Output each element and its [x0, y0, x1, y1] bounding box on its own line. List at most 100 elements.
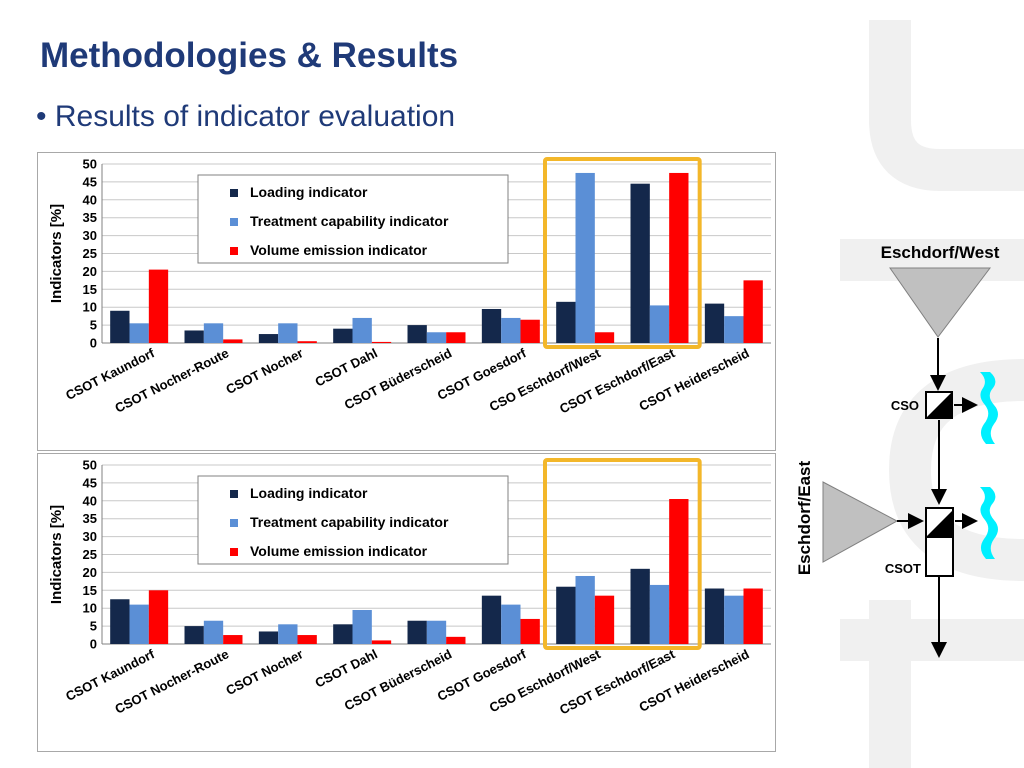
top-chart-bar: [501, 317, 521, 343]
bottom-chart-ytick-label: 25: [83, 547, 97, 562]
bottom-chart-ytick-label: 0: [90, 637, 97, 652]
cso-river-icon: [980, 372, 998, 444]
top-chart-bar: [223, 339, 243, 343]
top-chart-legend: [197, 174, 509, 264]
top-chart-bar: [129, 323, 149, 343]
top-chart-bar: [649, 305, 670, 343]
top-chart-bar: [297, 341, 317, 343]
bottom-chart-bar: [223, 635, 243, 644]
bottom-chart-bar: [556, 586, 576, 644]
top-chart-bar: [371, 341, 392, 343]
bottom-chart-bar: [575, 575, 595, 644]
bottom-chart-bar: [426, 620, 447, 644]
top-chart-ytick-label: 25: [83, 246, 97, 261]
bottom-chart-ytick-label: 20: [83, 565, 97, 580]
bottom-chart-bar: [481, 595, 502, 644]
bottom-chart-legend-label: Loading indicator: [250, 485, 368, 501]
csot-weir-icon: [926, 510, 953, 537]
top-chart-ytick-label: 40: [83, 192, 97, 207]
top-chart-bar: [258, 334, 279, 343]
top-chart-ytick-label: 0: [90, 336, 97, 351]
eschdorf-east-label: Eschdorf/East: [795, 461, 814, 576]
bottom-chart-ytick-label: 5: [90, 619, 97, 634]
top-chart-ylabel: Indicators [%]: [48, 204, 65, 303]
top-chart-bar: [148, 269, 169, 343]
top-chart-bar: [203, 323, 224, 343]
bottom-chart-category-label: CSOT Dahl: [313, 646, 380, 690]
top-chart-legend-label: Loading indicator: [250, 184, 368, 200]
top-chart-legend-swatch: [230, 247, 238, 255]
top-chart-bar: [110, 310, 130, 343]
top-chart-ytick-label: 30: [83, 228, 97, 243]
top-chart-ytick-label: 15: [83, 282, 97, 297]
bottom-chart-ytick-label: 30: [83, 529, 97, 544]
bottom-chart-bar: [297, 635, 317, 644]
top-chart-bar: [630, 183, 650, 343]
top-chart-bar: [426, 332, 447, 343]
west-catchment-triangle: [889, 267, 992, 338]
bottom-chart-bar: [258, 631, 279, 644]
top-chart-ytick-label: 5: [90, 318, 97, 333]
bottom-chart-bar: [520, 618, 540, 644]
bottom-chart-ytick-label: 15: [83, 583, 97, 598]
bottom-chart-ytick-label: 35: [83, 511, 97, 526]
bottom-chart-legend-label: Volume emission indicator: [250, 543, 428, 559]
watermark-logo: [840, 20, 1024, 768]
top-chart-bar: [594, 332, 615, 343]
east-catchment-triangle: [822, 481, 899, 563]
bottom-chart-bar: [184, 626, 204, 644]
top-chart-ytick-label: 35: [83, 210, 97, 225]
bottom-chart-legend-swatch: [230, 519, 238, 527]
bottom-chart-ytick-label: 40: [83, 493, 97, 508]
bottom-chart-bar: [352, 609, 372, 644]
top-chart-bar: [743, 280, 763, 343]
chart-top-panel: 0 5 10 15 20 25 30 35 40 45 50 Indicators [%] CSOT K…: [37, 152, 776, 451]
bottom-chart-legend-swatch: [230, 490, 238, 498]
bottom-chart-bar: [110, 599, 130, 644]
bottom-chart-legend-swatch: [230, 548, 238, 556]
bottom-chart-bar: [669, 499, 689, 644]
bottom-chart-bar: [129, 604, 149, 644]
top-chart-highlight-box: [543, 157, 702, 349]
top-chart-legend-label: Volume emission indicator: [250, 242, 428, 258]
top-chart-bar: [724, 316, 744, 343]
top-chart-bar: [352, 317, 372, 343]
bottom-chart-bar: [724, 595, 744, 644]
cso-weir-icon: [926, 392, 952, 418]
bottom-chart-bar: [446, 636, 466, 644]
bottom-chart-bar: [594, 595, 615, 644]
top-chart-bar: [575, 172, 595, 343]
csot-river-icon: [980, 487, 998, 559]
top-chart-bar: [556, 301, 576, 343]
bottom-chart-ytick-label: 50: [83, 458, 97, 473]
bottom-chart-ylabel: Indicators [%]: [48, 505, 65, 604]
top-chart-ytick-label: 20: [83, 264, 97, 279]
bottom-chart-bar: [148, 590, 169, 644]
top-chart-bar: [278, 323, 298, 343]
top-chart-ytick-label: 50: [83, 157, 97, 172]
chart-bottom-panel: 0 5 10 15 20 25 30 35 40 45 50 Indicators [%] CSOT K…: [37, 453, 776, 752]
top-chart-category-label: CSOT Nocher: [223, 345, 305, 397]
bottom-chart-bar: [649, 584, 670, 644]
top-chart-category-label: CSOT Dahl: [313, 345, 380, 389]
top-chart-legend-label: Treatment capability indicator: [250, 213, 449, 229]
bottom-chart-highlight-box: [543, 458, 702, 650]
top-chart-bar: [704, 303, 725, 343]
csot-label: CSOT: [885, 561, 921, 576]
bullet-text: • Results of indicator evaluation: [36, 100, 456, 133]
top-chart-bar: [184, 330, 204, 343]
bottom-chart-bar: [203, 620, 224, 644]
bottom-chart-bar: [501, 604, 521, 644]
bottom-chart-legend: [197, 475, 509, 565]
bottom-chart-bar: [371, 640, 392, 644]
bottom-chart-bar: [333, 624, 353, 644]
bottom-chart-category-label: CSOT Nocher: [223, 646, 305, 698]
top-chart-bar: [520, 319, 540, 343]
bottom-chart-bar: [407, 620, 427, 644]
bottom-chart-ytick-label: 45: [83, 475, 97, 490]
bottom-chart-bar: [704, 588, 725, 644]
top-chart-legend-swatch: [230, 189, 238, 197]
bottom-chart-bar: [278, 624, 298, 644]
